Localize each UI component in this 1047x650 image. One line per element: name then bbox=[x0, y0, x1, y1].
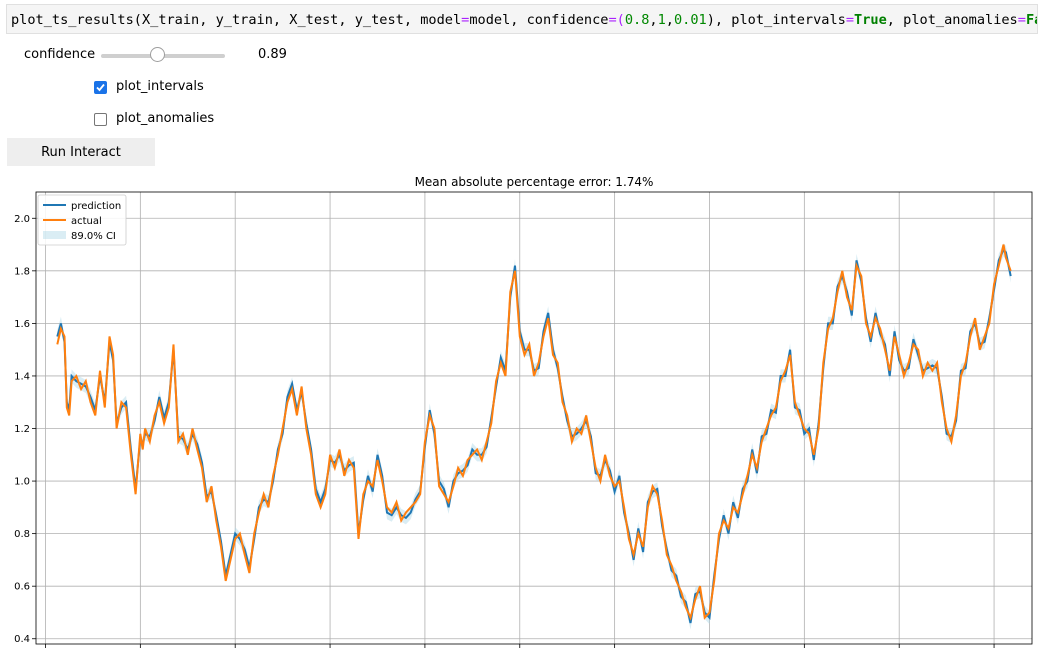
plot-intervals-label[interactable]: plot_intervals bbox=[116, 79, 204, 94]
code-fn: plot_ts_results(X_train, y_train, X_test… bbox=[11, 12, 462, 28]
y-tick-label: 1.6 bbox=[14, 319, 30, 330]
code-part: , bbox=[649, 12, 658, 28]
time-series-chart: Mean absolute percentage error: 1.74% 20… bbox=[14, 175, 1033, 648]
plot-intervals-checkbox[interactable] bbox=[94, 81, 107, 94]
plot-frame bbox=[35, 191, 1033, 645]
y-tick-label: 0.4 bbox=[14, 634, 30, 645]
plot-anomalies-checkbox[interactable] bbox=[94, 113, 107, 126]
code-number: 1 bbox=[657, 12, 666, 28]
legend-prediction-label: prediction bbox=[71, 201, 121, 212]
chart-grid bbox=[36, 192, 1032, 644]
code-keyword: True bbox=[854, 12, 887, 28]
legend-ci-swatch bbox=[43, 231, 66, 239]
y-tick-label: 1.2 bbox=[14, 424, 30, 435]
y-tick-label: 1.0 bbox=[14, 477, 30, 488]
y-tick-label: 2.0 bbox=[14, 214, 30, 225]
plot-anomalies-label[interactable]: plot_anomalies bbox=[116, 111, 215, 126]
code-part: , bbox=[665, 12, 674, 28]
code-op: = bbox=[1017, 12, 1026, 28]
code-part: ), plot_intervals bbox=[706, 12, 846, 28]
code-part: , plot_anomalies bbox=[886, 12, 1018, 28]
slider-value: 0.89 bbox=[258, 47, 287, 62]
chart-legend: prediction actual 89.0% CI bbox=[37, 194, 127, 246]
chart-title: Mean absolute percentage error: 1.74% bbox=[415, 175, 654, 189]
code-number: 0.8 bbox=[624, 12, 650, 28]
confidence-slider-thumb[interactable] bbox=[149, 47, 165, 62]
code-keyword: False bbox=[1025, 12, 1037, 28]
legend-actual-label: actual bbox=[71, 216, 102, 227]
code-op: = bbox=[845, 12, 855, 28]
run-interact-button[interactable]: Run Interact bbox=[7, 138, 155, 166]
prediction-line bbox=[56, 248, 1012, 624]
confidence-slider-widget: confidence 0.89 bbox=[0, 44, 400, 68]
axis-ticks: 2020-092021-012021-052021-092022-012022-… bbox=[14, 214, 995, 648]
legend-ci-label: 89.0% CI bbox=[71, 231, 116, 242]
y-tick-label: 1.8 bbox=[14, 266, 30, 277]
code-number: 0.01 bbox=[673, 12, 707, 28]
y-tick-label: 0.8 bbox=[14, 529, 30, 540]
actual-line bbox=[56, 244, 1012, 621]
ci-band bbox=[57, 243, 1011, 630]
legend-box bbox=[37, 194, 127, 246]
slider-label: confidence bbox=[24, 47, 96, 62]
y-tick-label: 1.4 bbox=[14, 371, 30, 382]
code-cell[interactable]: plot_ts_results(X_train, y_train, X_test… bbox=[6, 4, 1038, 34]
code-part: model, confidence bbox=[469, 12, 609, 28]
code-op: = bbox=[461, 12, 470, 28]
code-op: =( bbox=[608, 12, 625, 28]
y-tick-label: 0.6 bbox=[14, 582, 30, 593]
